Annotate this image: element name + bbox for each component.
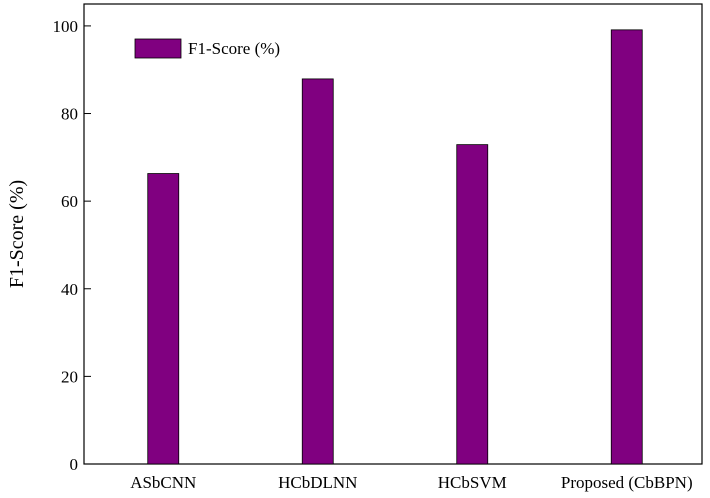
plot-frame <box>83 3 703 465</box>
y-tick-label: 20 <box>61 367 78 386</box>
x-tick-label: HCbSVM <box>438 473 507 492</box>
legend-swatch <box>134 38 182 59</box>
legend-label: F1-Score (%) <box>188 39 280 58</box>
x-tick-label: ASbCNN <box>130 473 196 492</box>
y-tick-label: 60 <box>61 192 78 211</box>
x-tick-label: Proposed (CbBPN) <box>561 473 693 492</box>
x-tick-label: HCbDLNN <box>278 473 357 492</box>
y-tick-label: 100 <box>53 17 79 36</box>
x-axis-ticks: ASbCNN HCbDLNN HCbSVM Proposed (CbBPN) <box>130 457 693 492</box>
bar <box>301 78 334 465</box>
y-axis-title: F1-Score (%) <box>6 180 28 288</box>
y-tick-label: 0 <box>70 455 79 474</box>
y-axis-ticks: 0 20 40 60 80 100 <box>53 17 91 474</box>
y-tick-label: 40 <box>61 280 78 299</box>
legend: F1-Score (%) <box>134 38 280 59</box>
bars <box>147 29 643 465</box>
y-tick-label: 80 <box>61 105 78 124</box>
bar <box>456 144 489 465</box>
bar <box>147 173 180 465</box>
bar <box>610 29 643 465</box>
